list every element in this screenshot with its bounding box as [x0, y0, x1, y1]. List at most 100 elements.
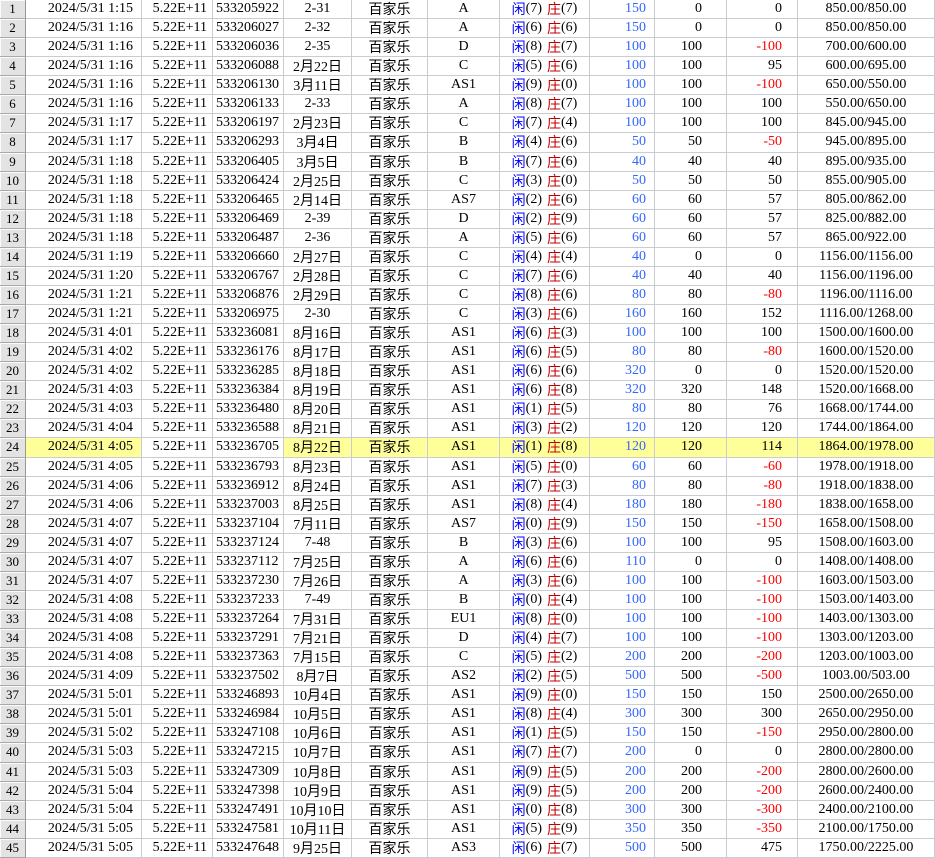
cell-player-banker-score[interactable]: 闲 (7) 庄 (7): [500, 0, 590, 20]
cell-table-label[interactable]: 7月25日: [284, 552, 352, 572]
cell-account-sci[interactable]: 5.22E+11: [142, 724, 213, 744]
cell-balance[interactable]: 650.00/550.00: [798, 76, 935, 96]
cell-table-code[interactable]: A: [428, 228, 500, 248]
cell-table-code[interactable]: AS1: [428, 76, 500, 96]
cell-game-name[interactable]: 百家乐: [352, 19, 428, 39]
cell-bet-amount[interactable]: 500: [590, 667, 655, 687]
cell-win-loss[interactable]: 0: [727, 247, 798, 267]
cell-game-name[interactable]: 百家乐: [352, 133, 428, 153]
cell-stake-amount[interactable]: 100: [655, 610, 727, 630]
cell-bet-amount[interactable]: 80: [590, 285, 655, 305]
cell-balance[interactable]: 2100.00/1750.00: [798, 819, 935, 839]
cell-bet-amount[interactable]: 50: [590, 171, 655, 191]
cell-balance[interactable]: 2800.00/2800.00: [798, 743, 935, 763]
cell-stake-amount[interactable]: 80: [655, 400, 727, 420]
cell-stake-amount[interactable]: 80: [655, 343, 727, 363]
cell-balance[interactable]: 600.00/695.00: [798, 57, 935, 77]
cell-game-name[interactable]: 百家乐: [352, 457, 428, 477]
row-header[interactable]: 8: [0, 133, 26, 153]
cell-balance[interactable]: 1403.00/1303.00: [798, 610, 935, 630]
cell-table-label[interactable]: 2-35: [284, 38, 352, 58]
row-header[interactable]: 41: [0, 762, 26, 782]
cell-round-id[interactable]: 533206469: [213, 209, 284, 229]
cell-table-label[interactable]: 8月20日: [284, 400, 352, 420]
cell-table-code[interactable]: AS1: [428, 495, 500, 515]
cell-win-loss[interactable]: 95: [727, 533, 798, 553]
row-header[interactable]: 27: [0, 495, 26, 515]
cell-bet-amount[interactable]: 100: [590, 76, 655, 96]
cell-win-loss[interactable]: 50: [727, 171, 798, 191]
cell-game-name[interactable]: 百家乐: [352, 343, 428, 363]
cell-stake-amount[interactable]: 50: [655, 171, 727, 191]
cell-game-name[interactable]: 百家乐: [352, 152, 428, 172]
cell-table-label[interactable]: 8月7日: [284, 667, 352, 687]
cell-balance[interactable]: 1003.00/503.00: [798, 667, 935, 687]
cell-round-id[interactable]: 533236384: [213, 381, 284, 401]
cell-player-banker-score[interactable]: 闲 (0) 庄 (8): [500, 800, 590, 820]
cell-balance[interactable]: 1978.00/1918.00: [798, 457, 935, 477]
cell-game-name[interactable]: 百家乐: [352, 247, 428, 267]
cell-player-banker-score[interactable]: 闲 (9) 庄 (0): [500, 686, 590, 706]
cell-win-loss[interactable]: 0: [727, 552, 798, 572]
cell-bet-amount[interactable]: 320: [590, 362, 655, 382]
cell-datetime[interactable]: 2024/5/31 1:17: [26, 114, 142, 134]
row-header[interactable]: 34: [0, 629, 26, 649]
cell-stake-amount[interactable]: 100: [655, 571, 727, 591]
cell-datetime[interactable]: 2024/5/31 1:15: [26, 0, 142, 20]
cell-account-sci[interactable]: 5.22E+11: [142, 0, 213, 20]
cell-game-name[interactable]: 百家乐: [352, 285, 428, 305]
cell-round-id[interactable]: 533236081: [213, 324, 284, 344]
cell-win-loss[interactable]: 152: [727, 305, 798, 325]
cell-datetime[interactable]: 2024/5/31 1:21: [26, 305, 142, 325]
cell-round-id[interactable]: 533236912: [213, 476, 284, 496]
cell-win-loss[interactable]: 0: [727, 19, 798, 39]
cell-bet-amount[interactable]: 160: [590, 305, 655, 325]
cell-balance[interactable]: 2950.00/2800.00: [798, 724, 935, 744]
cell-player-banker-score[interactable]: 闲 (0) 庄 (4): [500, 590, 590, 610]
cell-datetime[interactable]: 2024/5/31 4:05: [26, 457, 142, 477]
cell-game-name[interactable]: 百家乐: [352, 305, 428, 325]
row-header[interactable]: 37: [0, 686, 26, 706]
cell-account-sci[interactable]: 5.22E+11: [142, 152, 213, 172]
cell-datetime[interactable]: 2024/5/31 1:18: [26, 190, 142, 210]
cell-balance[interactable]: 850.00/850.00: [798, 19, 935, 39]
cell-round-id[interactable]: 533247215: [213, 743, 284, 763]
cell-bet-amount[interactable]: 120: [590, 438, 655, 458]
cell-balance[interactable]: 1668.00/1744.00: [798, 400, 935, 420]
cell-table-code[interactable]: D: [428, 38, 500, 58]
cell-account-sci[interactable]: 5.22E+11: [142, 800, 213, 820]
cell-account-sci[interactable]: 5.22E+11: [142, 362, 213, 382]
row-header[interactable]: 39: [0, 724, 26, 744]
cell-datetime[interactable]: 2024/5/31 4:08: [26, 610, 142, 630]
cell-table-code[interactable]: A: [428, 19, 500, 39]
cell-balance[interactable]: 895.00/935.00: [798, 152, 935, 172]
cell-stake-amount[interactable]: 180: [655, 495, 727, 515]
cell-balance[interactable]: 1520.00/1668.00: [798, 381, 935, 401]
cell-player-banker-score[interactable]: 闲 (6) 庄 (5): [500, 343, 590, 363]
cell-win-loss[interactable]: -500: [727, 667, 798, 687]
cell-stake-amount[interactable]: 0: [655, 247, 727, 267]
cell-stake-amount[interactable]: 150: [655, 514, 727, 534]
cell-win-loss[interactable]: 40: [727, 266, 798, 286]
cell-round-id[interactable]: 533237233: [213, 590, 284, 610]
cell-datetime[interactable]: 2024/5/31 1:18: [26, 228, 142, 248]
cell-bet-amount[interactable]: 100: [590, 610, 655, 630]
cell-datetime[interactable]: 2024/5/31 1:18: [26, 209, 142, 229]
cell-table-label[interactable]: 2月25日: [284, 171, 352, 191]
cell-round-id[interactable]: 533206424: [213, 171, 284, 191]
cell-table-label[interactable]: 8月24日: [284, 476, 352, 496]
cell-table-code[interactable]: EU1: [428, 610, 500, 630]
cell-table-label[interactable]: 10月6日: [284, 724, 352, 744]
cell-table-label[interactable]: 2-39: [284, 209, 352, 229]
cell-round-id[interactable]: 533206133: [213, 95, 284, 115]
cell-account-sci[interactable]: 5.22E+11: [142, 457, 213, 477]
cell-table-code[interactable]: D: [428, 629, 500, 649]
cell-stake-amount[interactable]: 40: [655, 152, 727, 172]
cell-bet-amount[interactable]: 40: [590, 266, 655, 286]
cell-player-banker-score[interactable]: 闲 (6) 庄 (6): [500, 552, 590, 572]
cell-table-code[interactable]: C: [428, 114, 500, 134]
row-header[interactable]: 28: [0, 514, 26, 534]
cell-player-banker-score[interactable]: 闲 (2) 庄 (9): [500, 209, 590, 229]
cell-bet-amount[interactable]: 40: [590, 152, 655, 172]
cell-datetime[interactable]: 2024/5/31 1:16: [26, 38, 142, 58]
